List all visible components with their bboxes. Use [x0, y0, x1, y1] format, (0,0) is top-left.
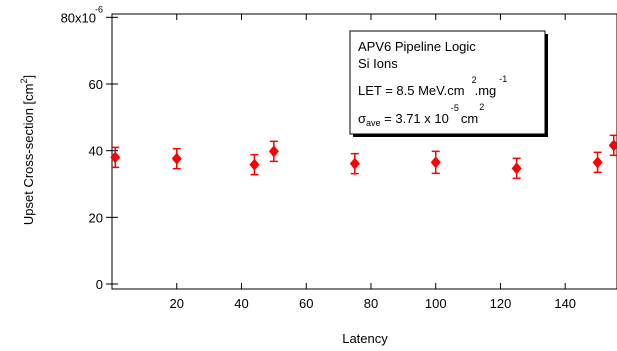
- sigma-sub: ave: [366, 118, 381, 128]
- let-sup1: 2: [472, 75, 477, 85]
- y-axis-label-superscript: 2: [19, 79, 29, 84]
- annotation-panel: [349, 30, 546, 135]
- data-point: [349, 157, 360, 170]
- annotation-let: LET = 8.5 MeV.cm 2 .mg-1: [358, 74, 507, 98]
- x-tick-label: 60: [299, 296, 313, 311]
- y-tick-label: 80x10: [61, 10, 96, 25]
- x-tick-label: 40: [234, 296, 248, 311]
- y-tick-label: 40: [89, 144, 103, 159]
- data-point: [592, 156, 603, 169]
- sigma-symbol: σ: [358, 111, 366, 126]
- data-point: [249, 158, 260, 171]
- y-tick-label: 0: [96, 277, 103, 292]
- y-tick-label: 60: [89, 77, 103, 92]
- y-axis: 0 20 40 60 80x10-6: [61, 4, 118, 292]
- x-axis-label: Latency: [342, 331, 388, 346]
- x-tick-label: 140: [554, 296, 576, 311]
- let-mid: .mg: [475, 83, 497, 98]
- annotation-line1: APV6 Pipeline Logic: [358, 39, 476, 54]
- y-exponent-label: -6: [95, 4, 103, 14]
- annotation-line2: Si Ions: [358, 56, 398, 71]
- y-axis-label-text: Upset Cross-section [cm: [21, 84, 36, 226]
- annotation-box: APV6 Pipeline Logic Si Ions LET = 8.5 Me…: [349, 30, 548, 137]
- y-axis-label: Upset Cross-section [cm2]: [19, 75, 36, 225]
- data-point: [268, 145, 279, 158]
- sigma-sup: -5: [451, 103, 459, 113]
- plot-frame: [111, 13, 617, 290]
- sigma-unit: cm: [461, 111, 478, 126]
- data-point: [171, 152, 182, 165]
- x-tick-label: 20: [170, 296, 184, 311]
- data-points: [110, 134, 617, 180]
- data-point: [608, 139, 617, 152]
- sigma-sup2: 2: [479, 102, 484, 112]
- data-point: [110, 151, 121, 164]
- x-tick-label: 100: [425, 296, 447, 311]
- let-sup2: -1: [499, 74, 507, 84]
- data-point: [511, 162, 522, 175]
- y-tick-label: 20: [89, 210, 103, 225]
- data-point: [430, 156, 441, 169]
- x-tick-label: 120: [490, 296, 512, 311]
- annotation-sigma: σave = 3.71 x 10-5cm2: [358, 102, 484, 128]
- y-axis-label-close: ]: [21, 75, 36, 79]
- x-tick-label: 80: [364, 296, 378, 311]
- let-prefix: LET = 8.5 MeV.cm: [358, 83, 465, 98]
- x-axis: 20 40 60 80 100 120 140: [170, 14, 576, 311]
- sigma-eq: = 3.71 x 10: [381, 111, 449, 126]
